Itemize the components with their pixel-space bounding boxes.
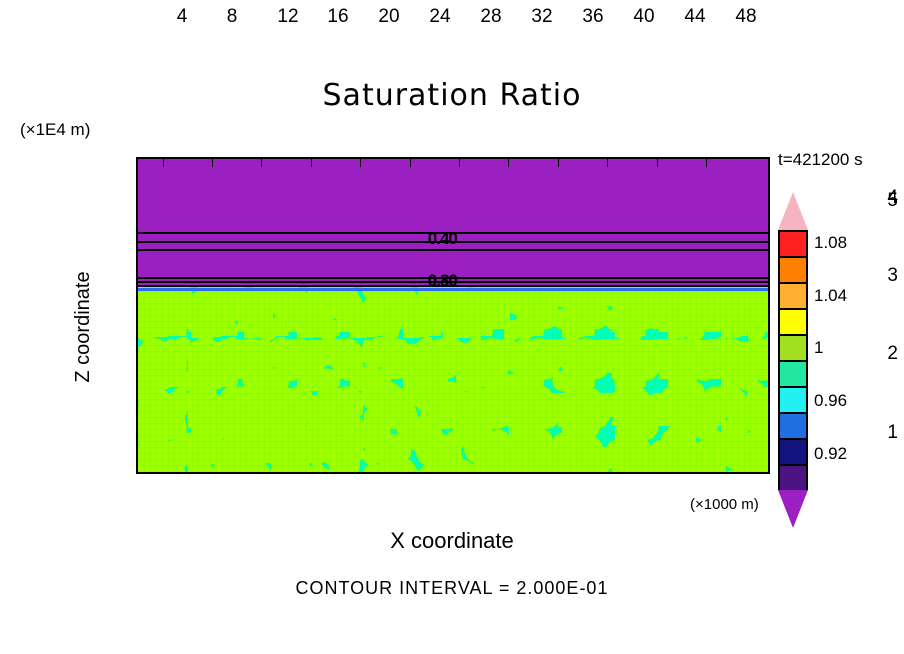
- colorbar-segment-0: [778, 464, 808, 490]
- colorbar-segment-1: [778, 438, 808, 464]
- chart-title: Saturation Ratio: [0, 78, 904, 113]
- colorbar-segment-2: [778, 412, 808, 438]
- colorbar-label-104: 1.04: [814, 286, 847, 306]
- contour-interval-caption: CONTOUR INTERVAL = 2.000E-01: [0, 578, 904, 599]
- x-tick-label: 36: [582, 6, 603, 28]
- x-tick-label: 4: [177, 6, 188, 28]
- x-tick-label: 32: [531, 6, 552, 28]
- colorbar-segment-3: [778, 386, 808, 412]
- contour-label-040: 0.40: [428, 229, 457, 249]
- colorbar-segment-7: [778, 282, 808, 308]
- contour-line: [138, 249, 768, 251]
- x-tick-label: 40: [633, 6, 654, 28]
- x-tick-label: 16: [327, 6, 348, 28]
- x-tick-label: 8: [227, 6, 238, 28]
- contour-label-080: 0.80: [428, 271, 457, 291]
- colorbar: 1.08 1.04 1 0.96 0.92: [778, 192, 808, 528]
- colorbar-segment-8: [778, 256, 808, 282]
- y-tick-label: 3: [887, 265, 898, 287]
- x-tick-label: 44: [684, 6, 705, 28]
- colorbar-label-108: 1.08: [814, 233, 847, 253]
- x-tick-label: 48: [735, 6, 756, 28]
- colorbar-segment-6: [778, 308, 808, 334]
- y-tick-label: 2: [887, 343, 898, 365]
- time-label: t=421200 s: [778, 150, 863, 170]
- y-tick-label: 1: [887, 422, 898, 444]
- x-unit-label: (×1000 m): [690, 496, 759, 513]
- x-tick-label: 12: [277, 6, 298, 28]
- colorbar-label-092: 0.92: [814, 444, 847, 464]
- x-tick-label: 20: [378, 6, 399, 28]
- top-left-unit-label: (×1E4 m): [20, 120, 90, 140]
- colorbar-label-1: 1: [814, 338, 823, 358]
- colorbar-segment-4: [778, 360, 808, 386]
- colorbar-top-arrow: [778, 192, 808, 230]
- colorbar-segment-5: [778, 334, 808, 360]
- colorbar-segment-9: [778, 230, 808, 256]
- x-tick-label: 28: [480, 6, 501, 28]
- y-tick-label-5: 5: [887, 190, 898, 212]
- y-axis-label: Z coordinate: [72, 271, 95, 382]
- x-tick-label: 24: [429, 6, 450, 28]
- colorbar-bottom-arrow: [778, 490, 808, 528]
- contour-plot-area: 0.40 0.80: [136, 157, 770, 474]
- saturation-noise-texture: [138, 285, 768, 472]
- x-axis-label: X coordinate: [0, 528, 904, 554]
- colorbar-label-096: 0.96: [814, 391, 847, 411]
